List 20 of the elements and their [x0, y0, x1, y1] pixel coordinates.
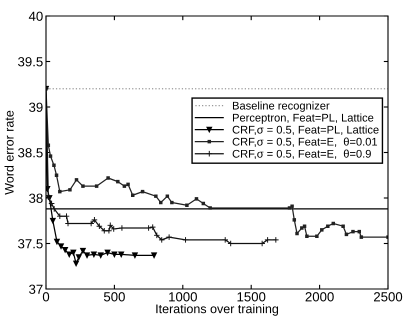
- y-tick-label: 37.5: [18, 239, 43, 248]
- x-tick-label: 1000: [169, 292, 197, 302]
- legend-label: CRF,σ = 0.5, Feat=PL, Lattice: [232, 125, 379, 135]
- y-tick-label: 38: [29, 194, 43, 203]
- y-tick-label: 40: [28, 12, 43, 21]
- legend-label: CRF,σ = 0.5, Feat=E, θ=0.01: [232, 138, 378, 147]
- y-tick-label: 37: [29, 284, 43, 294]
- x-tick-label: 0: [42, 292, 50, 302]
- legend-label: CRF,σ = 0.5, Feat=E, θ=0.9: [232, 150, 371, 160]
- y-tick-label: 39.5: [18, 57, 43, 66]
- y-tick-label: 39: [29, 102, 43, 112]
- y-axis-title: Word error rate: [4, 110, 14, 195]
- legend-label: Baseline recognizer: [232, 101, 330, 112]
- legend-label: Perceptron, Feat=PL, Lattice: [232, 113, 374, 124]
- x-tick-label: 1500: [238, 292, 266, 302]
- x-tick-label: 2000: [306, 292, 334, 302]
- x-axis-title: Iterations over training: [156, 304, 278, 316]
- x-tick-label: 2500: [374, 292, 402, 302]
- y-tick-label: 38.5: [18, 148, 43, 158]
- x-tick-label: 500: [104, 292, 125, 302]
